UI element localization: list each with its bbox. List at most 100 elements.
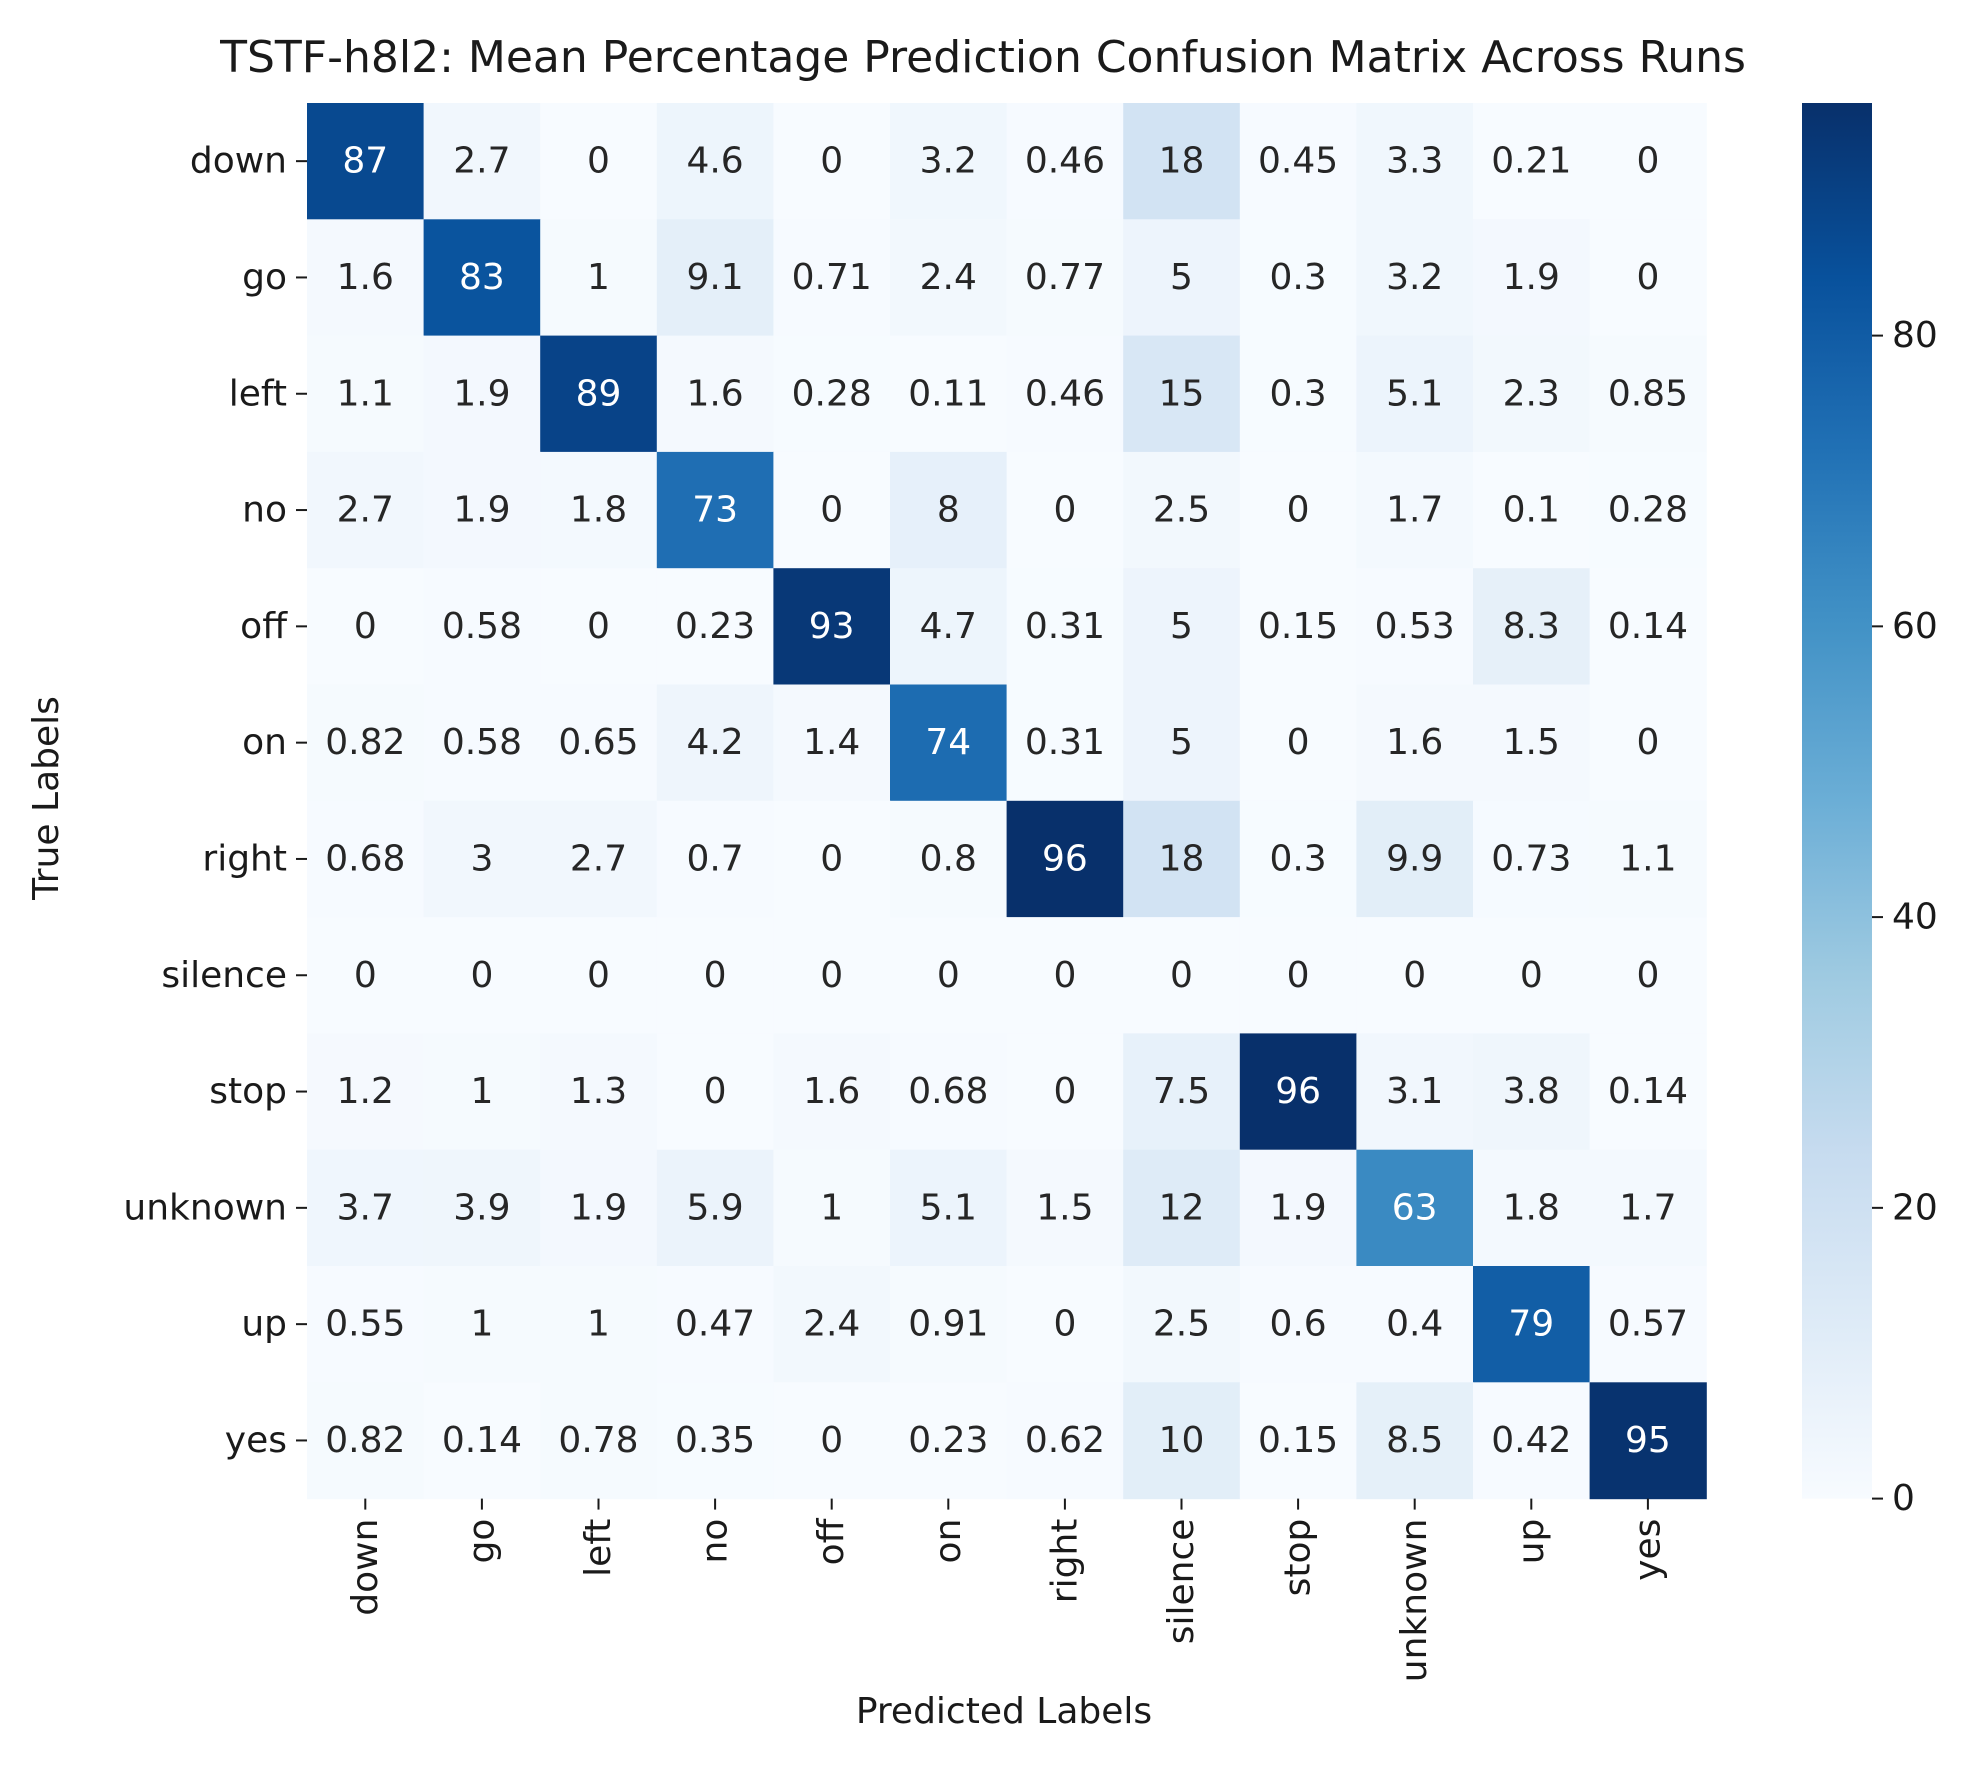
cell-value-unknown-go: 3.9 bbox=[453, 1187, 510, 1228]
cell-silence-left bbox=[540, 917, 658, 1034]
cell-value-right-no: 0.7 bbox=[686, 838, 743, 879]
cell-value-left-yes: 0.85 bbox=[1608, 373, 1688, 414]
cell-right-left bbox=[540, 800, 658, 918]
cell-value-yes-unknown: 8.5 bbox=[1386, 1420, 1443, 1461]
cell-value-right-right: 96 bbox=[1042, 838, 1088, 879]
cell-value-go-right: 0.77 bbox=[1025, 257, 1105, 298]
cell-no-unknown bbox=[1356, 451, 1474, 569]
cell-left-stop bbox=[1239, 335, 1357, 453]
x-tick-label-off: off bbox=[811, 1517, 852, 1565]
cell-left-right bbox=[1006, 335, 1124, 453]
cell-value-right-down: 0.68 bbox=[325, 838, 405, 879]
cell-up-on bbox=[890, 1266, 1008, 1383]
cell-value-silence-down: 0 bbox=[354, 955, 377, 996]
cell-value-down-down: 87 bbox=[342, 141, 388, 182]
cell-value-go-left: 1 bbox=[587, 257, 610, 298]
cell-value-off-unknown: 0.53 bbox=[1375, 606, 1455, 647]
cell-yes-on bbox=[890, 1382, 1008, 1500]
cell-value-yes-no: 0.35 bbox=[675, 1420, 755, 1461]
cell-go-stop bbox=[1239, 219, 1357, 337]
cell-unknown-right bbox=[1006, 1149, 1124, 1267]
cell-unknown-no bbox=[656, 1149, 774, 1267]
cell-unknown-silence bbox=[1123, 1149, 1241, 1267]
y-tick-label-left: left bbox=[229, 373, 287, 414]
cell-on-stop bbox=[1239, 684, 1357, 802]
cell-on-unknown bbox=[1356, 684, 1474, 802]
cell-value-on-on: 74 bbox=[925, 722, 971, 763]
cell-value-stop-yes: 0.14 bbox=[1608, 1071, 1688, 1112]
cell-value-yes-silence: 10 bbox=[1159, 1420, 1205, 1461]
cell-right-no bbox=[656, 800, 774, 918]
cell-down-unknown bbox=[1356, 103, 1474, 220]
cell-value-off-down: 0 bbox=[354, 606, 377, 647]
cell-yes-right bbox=[1006, 1382, 1124, 1500]
cell-off-yes bbox=[1589, 568, 1707, 686]
cell-value-stop-right: 0 bbox=[1053, 1071, 1076, 1112]
cell-value-silence-no: 0 bbox=[704, 955, 727, 996]
cell-value-unknown-silence: 12 bbox=[1159, 1187, 1205, 1228]
cell-value-on-silence: 5 bbox=[1170, 722, 1193, 763]
cell-yes-yes bbox=[1589, 1382, 1707, 1500]
heatmap-cell-labels: 87 2.7 0 4.6 0 3.2 0.46 18 0.45 3.3 0.21 01.6 83 1 9.1… bbox=[325, 141, 1688, 1461]
cell-value-stop-on: 0.68 bbox=[908, 1071, 988, 1112]
y-tick-label-right: right bbox=[202, 838, 287, 879]
cell-value-silence-stop: 0 bbox=[1287, 955, 1310, 996]
cell-unknown-yes bbox=[1589, 1149, 1707, 1267]
cell-value-no-yes: 0.28 bbox=[1608, 490, 1688, 531]
cell-value-go-up: 1.9 bbox=[1503, 257, 1560, 298]
cell-up-yes bbox=[1589, 1266, 1707, 1383]
cell-off-up bbox=[1473, 568, 1591, 686]
cell-value-left-stop: 0.3 bbox=[1269, 373, 1326, 414]
cell-value-right-off: 0 bbox=[820, 838, 843, 879]
cell-right-right bbox=[1006, 800, 1124, 918]
y-tick-label-yes: yes bbox=[225, 1420, 287, 1461]
cell-value-right-stop: 0.3 bbox=[1269, 838, 1326, 879]
cell-no-stop bbox=[1239, 451, 1357, 569]
cell-on-on bbox=[890, 684, 1008, 802]
cell-off-silence bbox=[1123, 568, 1241, 686]
cell-stop-yes bbox=[1589, 1033, 1707, 1151]
cell-unknown-down bbox=[307, 1149, 425, 1267]
cell-left-unknown bbox=[1356, 335, 1474, 453]
cell-value-yes-down: 0.82 bbox=[325, 1420, 405, 1461]
cell-value-no-on: 8 bbox=[937, 490, 960, 531]
cell-value-go-yes: 0 bbox=[1636, 257, 1659, 298]
cell-value-down-silence: 18 bbox=[1159, 141, 1205, 182]
cell-stop-silence bbox=[1123, 1033, 1241, 1151]
cell-right-yes bbox=[1589, 800, 1707, 918]
cell-value-down-left: 0 bbox=[587, 141, 610, 182]
colorbar-tick-label-20: 20 bbox=[1892, 1187, 1938, 1228]
cell-no-left bbox=[540, 451, 658, 569]
cell-value-on-no: 4.2 bbox=[686, 722, 743, 763]
cell-value-unknown-no: 5.9 bbox=[686, 1187, 743, 1228]
x-tick-label-unknown: unknown bbox=[1394, 1519, 1435, 1683]
cell-value-down-up: 0.21 bbox=[1491, 141, 1571, 182]
cell-yes-unknown bbox=[1356, 1382, 1474, 1500]
cell-value-no-left: 1.8 bbox=[570, 490, 627, 531]
x-axis-label: Predicted Labels bbox=[856, 1691, 1152, 1732]
cell-on-up bbox=[1473, 684, 1591, 802]
cell-no-silence bbox=[1123, 451, 1241, 569]
cell-value-go-no: 9.1 bbox=[686, 257, 743, 298]
x-tick-label-silence: silence bbox=[1161, 1519, 1202, 1645]
cell-value-on-unknown: 1.6 bbox=[1386, 722, 1443, 763]
cell-value-yes-on: 0.23 bbox=[908, 1420, 988, 1461]
cell-stop-up bbox=[1473, 1033, 1591, 1151]
cell-value-down-right: 0.46 bbox=[1025, 141, 1105, 182]
cell-value-off-go: 0.58 bbox=[442, 606, 522, 647]
cell-down-yes bbox=[1589, 103, 1707, 220]
cell-value-silence-off: 0 bbox=[820, 955, 843, 996]
cell-right-on bbox=[890, 800, 1008, 918]
cell-value-silence-yes: 0 bbox=[1636, 955, 1659, 996]
cell-value-on-yes: 0 bbox=[1636, 722, 1659, 763]
cell-value-unknown-yes: 1.7 bbox=[1619, 1187, 1676, 1228]
cell-value-yes-stop: 0.15 bbox=[1258, 1420, 1338, 1461]
cell-value-stop-off: 1.6 bbox=[803, 1071, 860, 1112]
cell-up-silence bbox=[1123, 1266, 1241, 1383]
cell-silence-off bbox=[773, 917, 891, 1034]
cell-value-right-left: 2.7 bbox=[570, 838, 627, 879]
x-axis-ticks: down go left no off on right silence stop unknown… bbox=[345, 1498, 1668, 1683]
x-tick-label-down: down bbox=[345, 1519, 386, 1616]
cell-value-go-off: 0.71 bbox=[792, 257, 872, 298]
cell-silence-up bbox=[1473, 917, 1591, 1034]
